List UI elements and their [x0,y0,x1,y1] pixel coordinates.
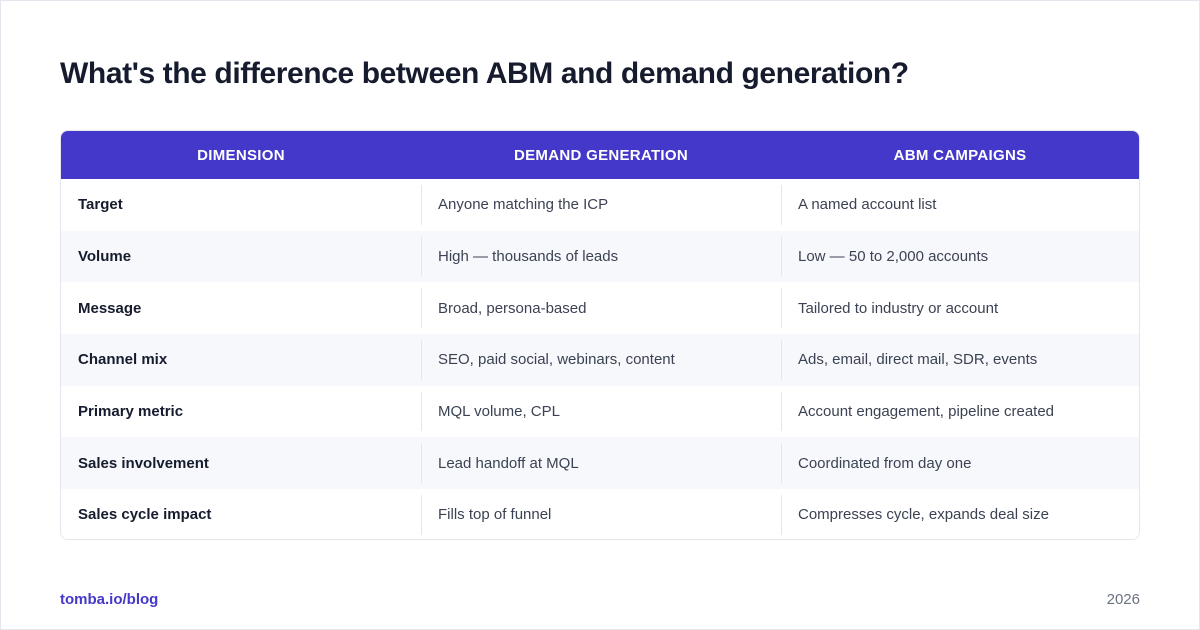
row-label: Primary metric [78,403,184,421]
cell-abm-campaigns: Compresses cycle, expands deal size [781,489,1139,539]
table-row: Message Broad, persona-based Tailored to… [61,282,1139,335]
header-demand-generation: DEMAND GENERATION [514,146,688,164]
header-abm-campaigns: ABM CAMPAIGNS [893,146,1027,164]
blog-link[interactable]: tomba.io/blog [60,591,159,608]
header-dimension: DIMENSION [197,146,285,164]
cell-demand-generation: MQL volume, CPL [421,386,781,438]
table-row: Sales involvement Lead handoff at MQL Co… [61,437,1139,490]
cell-abm-campaigns: A named account list [781,179,1139,231]
cell-demand-generation: High — thousands of leads [421,231,781,283]
page-title: What's the difference between ABM and de… [60,57,909,90]
cell-abm-campaigns: Tailored to industry or account [781,282,1139,334]
cell-demand-generation: Anyone matching the ICP [421,179,781,231]
row-label: Target [78,196,123,214]
row-label: Channel mix [78,351,168,369]
cell-abm-campaigns: Ads, email, direct mail, SDR, events [781,334,1139,386]
footer-year: 2026 [1106,591,1140,608]
table-header: DIMENSION DEMAND GENERATION ABM CAMPAIGN… [61,131,1139,179]
table-row: Target Anyone matching the ICP A named a… [61,179,1139,231]
cell-demand-generation: Broad, persona-based [421,282,781,334]
table-row: Sales cycle impact Fills top of funnel C… [61,489,1139,539]
row-label: Sales cycle impact [78,506,212,524]
cell-demand-generation: Fills top of funnel [421,489,781,539]
cell-demand-generation: Lead handoff at MQL [421,437,781,489]
table-row: Volume High — thousands of leads Low — 5… [61,230,1139,283]
cell-abm-campaigns: Coordinated from day one [781,437,1139,489]
cell-demand-generation: SEO, paid social, webinars, content [421,334,781,386]
cell-abm-campaigns: Account engagement, pipeline created [781,386,1139,438]
row-label: Sales involvement [78,454,209,472]
table-row: Primary metric MQL volume, CPL Account e… [61,385,1139,438]
row-label: Volume [78,248,132,266]
cell-abm-campaigns: Low — 50 to 2,000 accounts [781,231,1139,283]
row-label: Message [78,299,142,317]
comparison-table: DIMENSION DEMAND GENERATION ABM CAMPAIGN… [60,130,1140,540]
table-row: Channel mix SEO, paid social, webinars, … [61,334,1139,386]
